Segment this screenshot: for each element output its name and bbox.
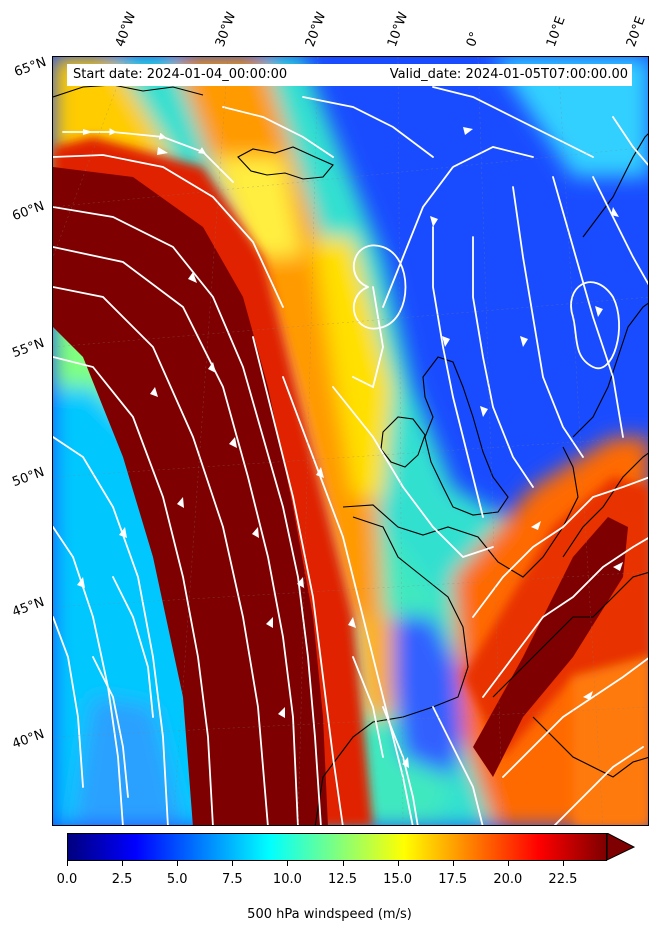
colorbar-tickmark — [287, 861, 289, 866]
colorbar-tickmark — [177, 861, 179, 866]
colorbar-tick-label: 12.5 — [328, 872, 357, 887]
lon-label-10w: 10°W — [384, 10, 412, 49]
valid-date-label: Valid_date: 2024-01-05T07:00:00.00 — [389, 67, 628, 82]
colorbar-tick-label: 2.5 — [111, 872, 133, 887]
windspeed-map — [52, 56, 649, 826]
lat-label-65n: 65°N — [12, 54, 49, 81]
jet-core-west — [53, 167, 328, 825]
lon-label-20e: 20°E — [623, 14, 649, 50]
colorbar-tickmark — [507, 861, 509, 866]
colorbar-tick-label: 0.0 — [56, 872, 78, 887]
colorbar-tickmark — [122, 861, 124, 866]
lon-label-40w: 40°W — [112, 10, 140, 49]
lat-label-55n: 55°N — [10, 335, 47, 362]
colorbar-tick-label: 17.5 — [438, 872, 468, 887]
colorbar-tick-label: 7.5 — [221, 872, 243, 887]
colorbar-tickmark — [452, 861, 454, 866]
lat-label-50n: 50°N — [10, 464, 47, 491]
lat-label-40n: 40°N — [10, 726, 47, 753]
colorbar-tickmark — [562, 861, 564, 866]
colorbar-tick-label: 20.0 — [493, 872, 523, 887]
colorbar-tick-label: 15.0 — [383, 872, 413, 887]
lon-label-10e: 10°E — [543, 14, 569, 50]
colorbar — [67, 833, 607, 861]
windspeed-field — [53, 57, 648, 825]
lon-label-30w: 30°W — [212, 10, 240, 49]
colorbar-tickmark — [342, 861, 344, 866]
lon-label-20w: 20°W — [302, 10, 330, 49]
colorbar-label: 500 hPa windspeed (m/s) — [247, 907, 412, 922]
coastlines — [53, 84, 648, 825]
info-box: Start date: 2024-01-04_00:00:00 Valid_da… — [67, 64, 632, 86]
lon-label-0: 0° — [463, 29, 484, 49]
streamline-arrows — [77, 127, 623, 768]
streamlines — [53, 86, 648, 825]
lat-label-60n: 60°N — [10, 198, 47, 225]
colorbar-extend-arrow — [607, 833, 635, 861]
colorbar-tickmark — [67, 861, 68, 866]
colorbar-tick-label: 5.0 — [166, 872, 188, 887]
colorbar-tick-label: 22.5 — [548, 872, 578, 887]
graticule — [53, 57, 648, 825]
colorbar-tickmark — [232, 861, 234, 866]
colorbar-tick-label: 10.0 — [272, 872, 302, 887]
start-date-label: Start date: 2024-01-04_00:00:00 — [73, 67, 288, 82]
lat-label-45n: 45°N — [10, 594, 47, 621]
colorbar-tickmark — [397, 861, 399, 866]
